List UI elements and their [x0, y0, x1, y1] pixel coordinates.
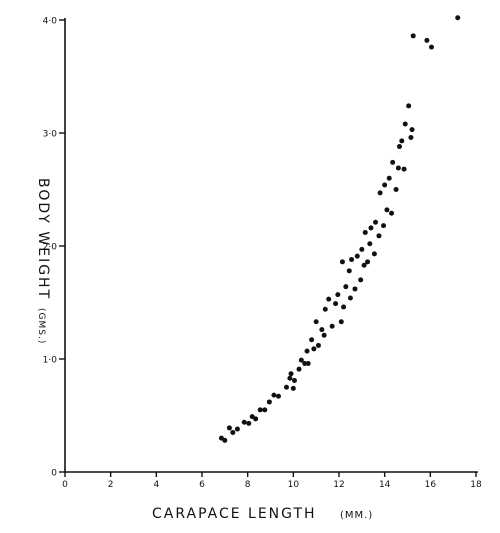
data-point	[302, 361, 308, 367]
data-point	[361, 262, 367, 268]
data-point	[296, 366, 302, 372]
data-point	[376, 233, 382, 239]
data-point	[402, 121, 408, 127]
data-point	[234, 426, 240, 432]
ticks: 0 2 4 6 8 10 12 14 16 18 0 1·0 2·0 3·0 4·0	[43, 17, 482, 491]
data-point	[283, 384, 289, 390]
x-tick-label: 6	[199, 480, 205, 490]
data-point	[349, 257, 355, 263]
data-point	[428, 44, 434, 50]
data-point	[253, 416, 259, 422]
data-point	[319, 327, 325, 333]
data-point	[393, 187, 399, 192]
data-point	[395, 165, 401, 171]
data-point	[397, 144, 403, 150]
data-point	[335, 292, 341, 298]
data-point	[313, 319, 319, 325]
data-point	[386, 175, 392, 181]
data-point	[381, 223, 387, 229]
x-tick-label: 0	[62, 480, 68, 490]
data-point	[352, 286, 358, 292]
data-point	[288, 371, 294, 377]
data-point	[354, 253, 360, 259]
data-point	[338, 319, 344, 325]
x-tick-label: 14	[379, 480, 391, 490]
x-tick-label: 2	[108, 480, 114, 490]
x-tick-label: 4	[153, 480, 159, 490]
data-point	[390, 159, 396, 165]
data-point	[262, 407, 268, 413]
data-point	[339, 259, 345, 265]
data-point	[384, 207, 390, 213]
data-point	[329, 323, 335, 329]
data-point	[304, 348, 310, 354]
x-tick-label: 10	[288, 480, 300, 490]
data-point	[409, 127, 415, 133]
data-point	[406, 103, 412, 109]
x-axis-unit: (MM.)	[340, 510, 373, 521]
data-point	[341, 304, 347, 310]
y-axis-title: BODY WEIGHT	[35, 178, 51, 300]
data-point	[241, 419, 247, 425]
data-point	[368, 225, 374, 231]
data-point	[389, 210, 395, 216]
data-point	[367, 241, 373, 247]
data-point	[358, 277, 364, 283]
y-tick-label: 1·0	[43, 356, 58, 366]
data-point	[343, 284, 349, 290]
y-tick-label: 0	[51, 469, 57, 479]
data-point	[311, 346, 317, 352]
data-point	[346, 268, 352, 274]
data-point	[257, 407, 263, 413]
data-point	[365, 259, 371, 265]
data-point	[266, 399, 272, 405]
y-axis-unit: (GMS.)	[36, 308, 46, 344]
data-point	[305, 361, 311, 367]
data-point	[230, 429, 236, 435]
data-point	[333, 301, 339, 307]
data-point	[359, 246, 365, 252]
data-point	[322, 306, 328, 312]
data-point	[424, 37, 430, 43]
data-point	[315, 342, 321, 348]
x-axis-title: CARAPACE LENGTH	[152, 506, 317, 522]
data-point	[377, 190, 383, 196]
x-tick-label: 12	[333, 480, 344, 490]
data-point	[246, 420, 252, 426]
data-point	[321, 332, 327, 338]
data-point	[410, 33, 416, 39]
x-tick-label: 16	[425, 480, 437, 490]
data-point	[401, 166, 407, 172]
data-point	[287, 375, 293, 381]
data-point	[408, 135, 414, 141]
data-point	[222, 437, 228, 443]
y-tick-label: 3·0	[43, 130, 58, 140]
data-point	[347, 295, 353, 301]
data-points	[218, 15, 461, 443]
y-tick-label: 4·0	[43, 17, 58, 27]
data-point	[455, 15, 461, 21]
data-point	[309, 337, 315, 343]
data-point	[399, 138, 405, 144]
data-point	[362, 229, 368, 235]
data-point	[382, 182, 388, 188]
data-point	[326, 296, 332, 302]
data-point	[298, 357, 304, 363]
data-point	[271, 392, 277, 398]
x-tick-label: 18	[470, 480, 482, 490]
axes	[64, 18, 478, 473]
x-tick-label: 8	[245, 480, 251, 490]
y-tick-label: 2·0	[43, 243, 58, 253]
data-point	[373, 219, 379, 225]
data-point	[275, 393, 281, 399]
data-point	[226, 425, 232, 431]
data-point	[290, 385, 296, 391]
data-point	[291, 377, 297, 383]
data-point	[371, 251, 377, 257]
